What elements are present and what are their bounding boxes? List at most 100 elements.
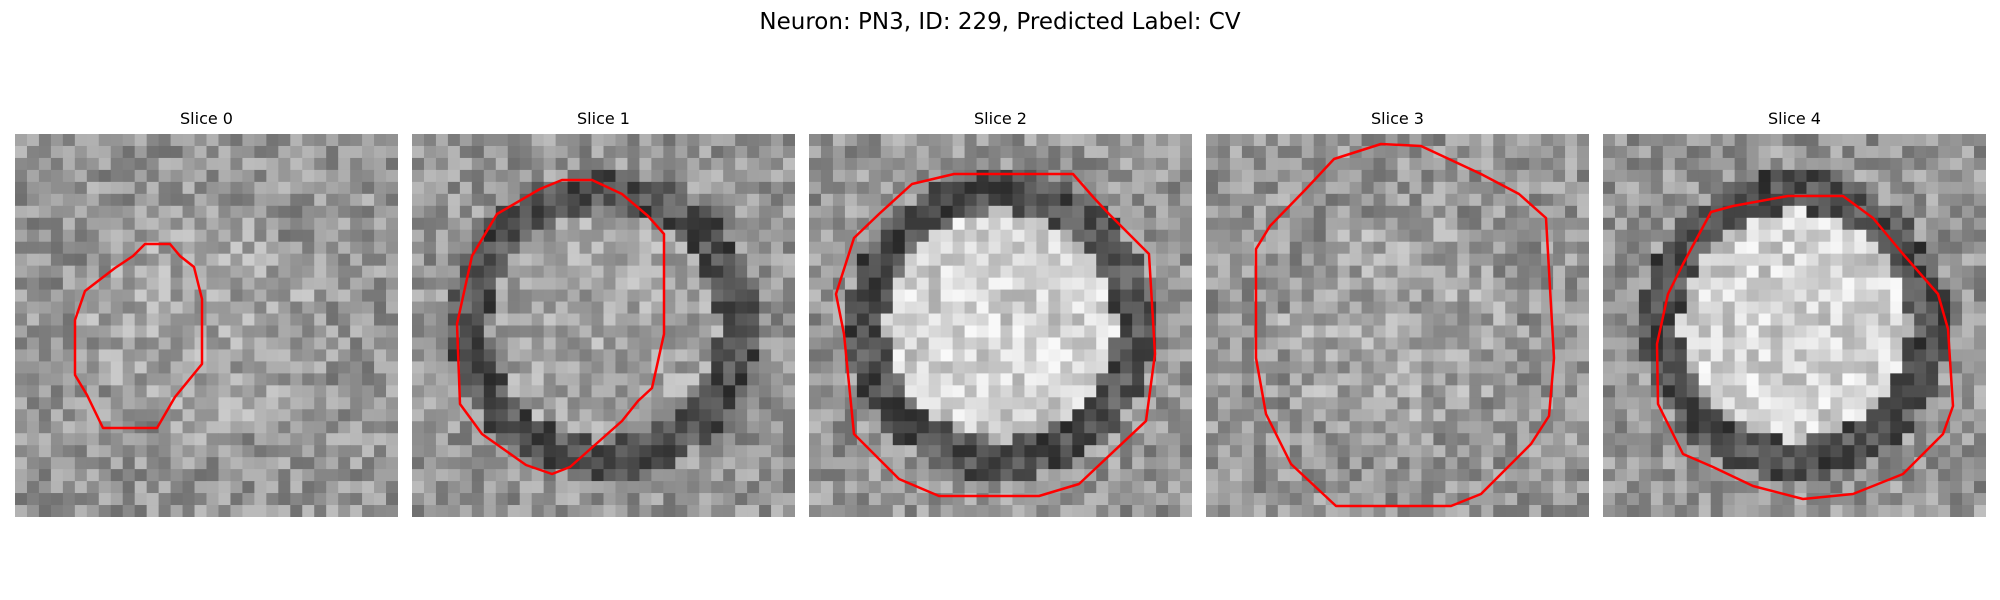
image-pixel bbox=[122, 337, 136, 351]
image-pixel bbox=[1698, 445, 1712, 458]
image-pixel bbox=[266, 193, 279, 207]
image-pixel bbox=[182, 457, 196, 470]
image-pixel bbox=[916, 205, 930, 219]
image-pixel bbox=[555, 301, 569, 315]
image-pixel bbox=[423, 217, 437, 231]
image-pixel bbox=[1156, 325, 1169, 339]
image-pixel bbox=[495, 469, 509, 482]
image-pixel bbox=[507, 301, 521, 315]
image-pixel bbox=[1902, 157, 1915, 171]
image-pixel bbox=[663, 301, 676, 315]
image-pixel bbox=[1878, 313, 1891, 327]
image-pixel bbox=[1361, 433, 1375, 446]
image-pixel bbox=[1603, 181, 1616, 195]
image-pixel bbox=[26, 193, 40, 207]
image-pixel bbox=[110, 229, 124, 243]
image-pixel bbox=[1962, 445, 1975, 458]
image-pixel bbox=[86, 301, 100, 315]
image-pixel bbox=[483, 409, 497, 422]
image-pixel bbox=[675, 433, 688, 446]
image-pixel bbox=[1650, 265, 1664, 279]
image-pixel bbox=[62, 457, 76, 470]
image-pixel bbox=[952, 469, 966, 482]
image-pixel bbox=[675, 337, 688, 351]
image-pixel bbox=[1421, 337, 1435, 351]
image-pixel bbox=[15, 134, 28, 147]
image-pixel bbox=[904, 253, 918, 267]
image-pixel bbox=[591, 301, 605, 315]
image-pixel bbox=[952, 277, 966, 291]
image-pixel bbox=[495, 433, 509, 446]
image-pixel bbox=[98, 349, 112, 363]
image-pixel bbox=[1000, 397, 1014, 410]
image-pixel bbox=[1337, 361, 1351, 374]
image-pixel bbox=[254, 301, 267, 315]
image-pixel bbox=[711, 505, 724, 517]
image-pixel bbox=[1409, 337, 1423, 351]
image-pixel bbox=[1206, 253, 1219, 267]
image-pixel bbox=[555, 289, 569, 303]
image-pixel bbox=[1108, 397, 1121, 410]
image-pixel bbox=[266, 301, 279, 315]
image-pixel bbox=[567, 157, 581, 171]
image-pixel bbox=[916, 169, 930, 183]
image-pixel bbox=[964, 229, 978, 243]
image-pixel bbox=[230, 193, 244, 207]
image-pixel bbox=[1890, 265, 1903, 279]
image-pixel bbox=[1361, 493, 1375, 506]
image-pixel bbox=[1313, 421, 1327, 434]
image-pixel bbox=[1974, 313, 1986, 327]
image-pixel bbox=[1409, 373, 1423, 386]
image-pixel bbox=[1409, 421, 1423, 434]
image-pixel bbox=[1854, 445, 1867, 458]
image-pixel bbox=[687, 469, 700, 482]
image-pixel bbox=[543, 145, 557, 159]
image-pixel bbox=[735, 337, 748, 351]
image-pixel bbox=[1674, 217, 1688, 231]
image-pixel bbox=[1120, 481, 1133, 494]
image-pixel bbox=[880, 421, 894, 434]
image-pixel bbox=[302, 181, 315, 195]
image-pixel bbox=[1206, 265, 1219, 279]
image-pixel bbox=[1048, 385, 1061, 398]
image-pixel bbox=[1914, 349, 1927, 363]
image-pixel bbox=[1577, 361, 1589, 374]
image-pixel bbox=[1914, 409, 1927, 422]
image-pixel bbox=[735, 205, 748, 219]
image-pixel bbox=[386, 409, 398, 422]
image-pixel bbox=[639, 265, 652, 279]
image-pixel bbox=[1409, 253, 1423, 267]
image-pixel bbox=[615, 253, 629, 267]
image-pixel bbox=[1698, 253, 1712, 267]
image-pixel bbox=[74, 181, 88, 195]
image-pixel bbox=[759, 169, 772, 183]
image-pixel bbox=[483, 277, 497, 291]
image-pixel bbox=[1722, 433, 1736, 446]
image-pixel bbox=[868, 385, 882, 398]
image-pixel bbox=[820, 349, 834, 363]
image-pixel bbox=[1156, 385, 1169, 398]
image-pixel bbox=[663, 409, 676, 422]
image-pixel bbox=[1806, 265, 1820, 279]
image-pixel bbox=[771, 373, 784, 386]
image-pixel bbox=[531, 373, 545, 386]
image-pixel bbox=[507, 205, 521, 219]
image-pixel bbox=[783, 181, 795, 195]
image-pixel bbox=[1301, 217, 1315, 231]
image-pixel bbox=[1445, 481, 1458, 494]
image-pixel bbox=[1974, 229, 1986, 243]
image-pixel bbox=[386, 145, 398, 159]
image-pixel bbox=[627, 385, 641, 398]
image-pixel bbox=[1950, 421, 1963, 434]
image-pixel bbox=[1818, 421, 1832, 434]
image-pixel bbox=[459, 385, 473, 398]
image-pixel bbox=[1698, 193, 1712, 207]
image-pixel bbox=[1265, 313, 1279, 327]
image-pixel bbox=[1361, 289, 1375, 303]
image-pixel bbox=[134, 505, 148, 517]
image-pixel bbox=[15, 325, 28, 339]
image-pixel bbox=[1722, 229, 1736, 243]
image-pixel bbox=[519, 313, 533, 327]
image-pixel bbox=[711, 134, 724, 147]
image-pixel bbox=[1866, 277, 1879, 291]
